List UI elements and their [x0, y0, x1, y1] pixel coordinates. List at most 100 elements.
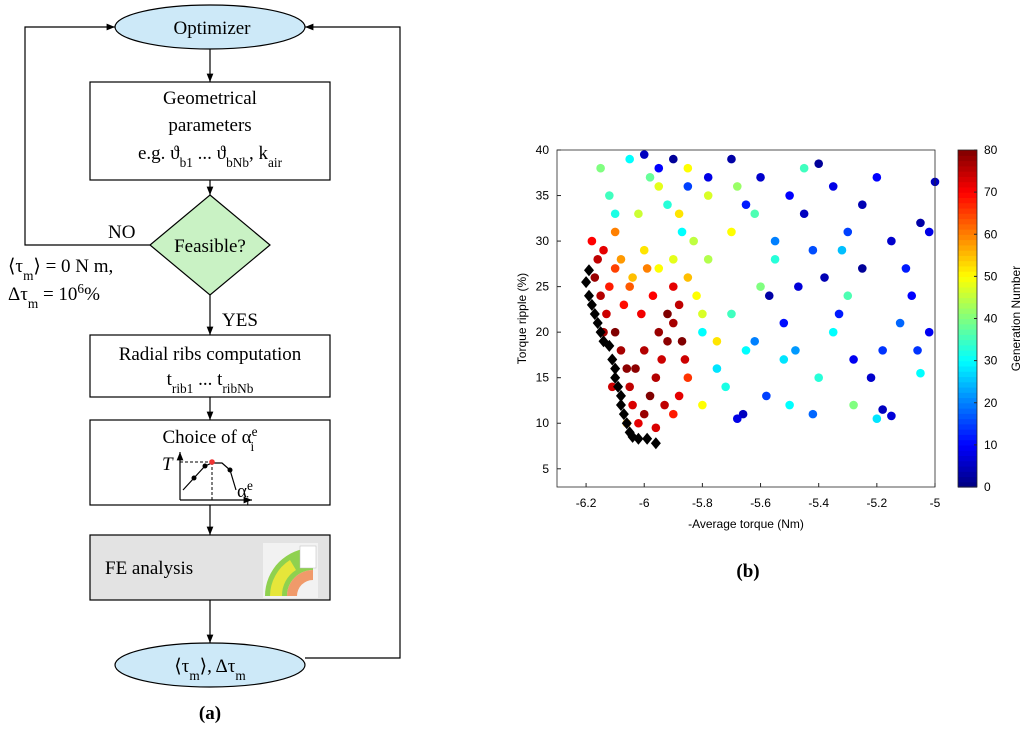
text-run: , k	[249, 143, 269, 164]
colorbar-cell	[958, 176, 977, 182]
point	[646, 173, 655, 182]
mini-dot	[209, 459, 215, 465]
point	[800, 164, 809, 173]
mini-dot	[228, 468, 233, 473]
point	[596, 291, 605, 300]
point	[733, 182, 742, 191]
colorbar-cell	[958, 450, 977, 456]
point	[669, 319, 678, 328]
colorbar-cell	[958, 445, 977, 451]
colorbar-tick-label: 20	[984, 396, 998, 410]
point	[593, 255, 602, 264]
point	[640, 150, 649, 159]
figure: Optimizer Geometrical parameters e.g. ϑb…	[0, 0, 1028, 729]
point	[785, 191, 794, 200]
text-run: ... t	[193, 369, 223, 390]
point	[675, 209, 684, 218]
colorbar-cell	[958, 150, 977, 156]
point	[727, 155, 736, 164]
point	[713, 364, 722, 373]
colorbar-cell	[958, 282, 977, 288]
point	[654, 328, 663, 337]
subscript: rib1	[172, 381, 193, 396]
subscript: air	[268, 155, 283, 170]
node-text: FE analysis	[105, 558, 193, 579]
point	[643, 264, 652, 273]
colorbar-cell	[958, 261, 977, 267]
point	[602, 310, 611, 319]
colorbar-cell	[958, 361, 977, 367]
point	[689, 237, 698, 246]
point	[611, 228, 620, 237]
point	[785, 401, 794, 410]
subscript: m	[235, 668, 246, 683]
y-axis-label: Torque ripple (%)	[515, 273, 529, 364]
mini-y-label: T	[162, 454, 174, 475]
colorbar-cell	[958, 297, 977, 303]
yes-label: YES	[222, 310, 258, 331]
point	[678, 337, 687, 346]
point	[829, 182, 838, 191]
mini-dot	[192, 476, 197, 481]
colorbar-cell	[958, 166, 977, 172]
point	[727, 310, 736, 319]
colorbar-cell	[958, 429, 977, 435]
colorbar-cell	[958, 292, 977, 298]
text-run: parameters	[168, 115, 251, 136]
point	[663, 337, 672, 346]
colorbar-cell	[958, 376, 977, 382]
colorbar-cell	[958, 266, 977, 272]
colorbar-cell	[958, 240, 977, 246]
colorbar-cell	[958, 466, 977, 472]
point	[771, 237, 780, 246]
colorbar-cell	[958, 461, 977, 467]
colorbar-cell	[958, 392, 977, 398]
point	[684, 182, 693, 191]
colorbar-cell	[958, 161, 977, 167]
point	[809, 246, 818, 255]
subscript: m	[28, 296, 39, 311]
point	[622, 364, 631, 373]
colorbar-cell	[958, 419, 977, 425]
colorbar-cell	[958, 192, 977, 198]
point	[620, 301, 629, 310]
x-tick-label: -5.2	[867, 496, 888, 510]
colorbar-cell	[958, 382, 977, 388]
colorbar-cell	[958, 276, 977, 282]
point	[669, 255, 678, 264]
y-tick-label: 40	[536, 143, 550, 157]
point	[637, 310, 646, 319]
point	[698, 310, 707, 319]
point	[652, 423, 661, 432]
y-tick-label: 10	[536, 416, 550, 430]
point	[765, 291, 774, 300]
point	[794, 282, 803, 291]
text-run: Optimizer	[173, 18, 251, 39]
point	[838, 246, 847, 255]
colorbar-cell	[958, 455, 977, 461]
point	[628, 401, 637, 410]
icon-legend	[300, 546, 316, 568]
point	[849, 355, 858, 364]
point	[646, 392, 655, 401]
colorbar-label: Generation Number	[1009, 266, 1023, 371]
point	[611, 264, 620, 273]
superscript: e	[247, 478, 253, 493]
point	[925, 328, 934, 337]
point	[733, 414, 742, 423]
y-tick-label: 20	[536, 325, 550, 339]
point	[625, 155, 634, 164]
point	[684, 373, 693, 382]
colorbar-cell	[958, 224, 977, 230]
text-run: Δτ	[8, 284, 28, 305]
point	[762, 392, 771, 401]
no-label: NO	[108, 222, 135, 243]
y-tick-label: 25	[536, 280, 550, 294]
note-text: Δτm = 106%	[8, 281, 100, 311]
point	[913, 346, 922, 355]
point	[858, 200, 867, 209]
fe-icon	[263, 543, 318, 598]
point	[791, 346, 800, 355]
colorbar-cell	[958, 371, 977, 377]
point	[625, 282, 634, 291]
